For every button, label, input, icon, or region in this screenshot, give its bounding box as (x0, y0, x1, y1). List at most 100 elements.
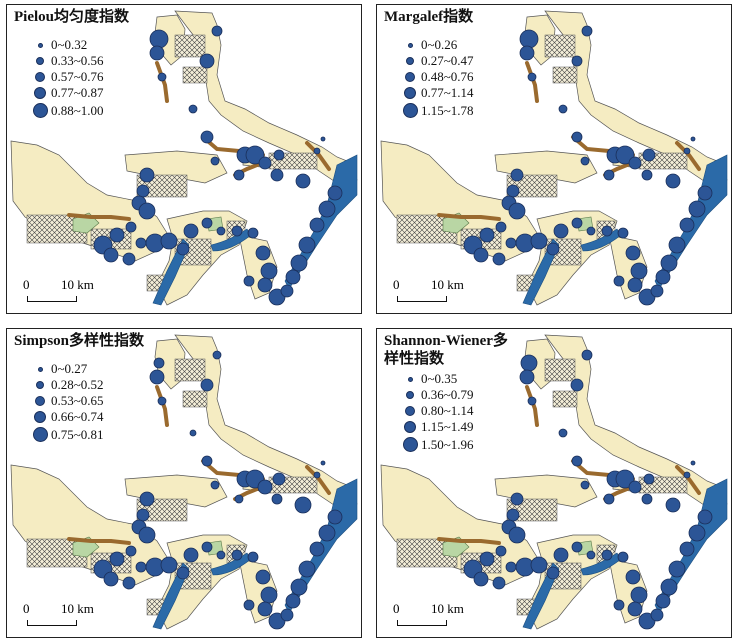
sampling-site (519, 29, 539, 49)
urban-area (552, 390, 578, 408)
sampling-site (615, 145, 635, 165)
legend-item: 0~0.35 (399, 371, 474, 387)
legend-label: 0.75~0.81 (51, 426, 104, 442)
sampling-site (201, 217, 213, 229)
sampling-site (183, 547, 199, 563)
sampling-site (558, 428, 568, 438)
legend-symbol (35, 396, 45, 406)
sampling-site (271, 493, 283, 505)
riverbank-segment (67, 537, 131, 545)
sampling-site (668, 560, 686, 578)
map-panel-shannon-wiener: Shannon-Wiener多样性指数 0~0.35 0.36~0.79 0.8… (376, 328, 732, 638)
sampling-site (255, 245, 271, 261)
sampling-site (580, 156, 590, 166)
sampling-site (505, 237, 517, 249)
sampling-site (273, 149, 285, 161)
riverbank-segment (675, 465, 701, 495)
legend-item: 1.50~1.96 (399, 435, 474, 454)
legend-symbol (36, 57, 44, 65)
sampling-site (210, 480, 220, 490)
sampling-site (643, 473, 655, 485)
sampling-site (290, 254, 308, 272)
sampling-site (320, 136, 326, 142)
sampling-site (103, 247, 119, 263)
map-panel-pielou: Pielou均匀度指数 0~0.32 0.33~0.56 0.57~0.76 0… (6, 4, 362, 314)
scale-bar: 0 10 km (21, 277, 111, 307)
legend-item: 0.88~1.00 (29, 101, 104, 120)
sampling-site (553, 223, 569, 239)
legend-item: 0.80~1.14 (399, 403, 474, 419)
sampling-site (690, 460, 696, 466)
legend-symbol (37, 366, 43, 372)
sampling-site (298, 236, 316, 254)
sampling-site (571, 455, 583, 467)
panel-title: Shannon-Wiener多样性指数 (384, 333, 508, 367)
legend-label: 0.28~0.52 (51, 377, 104, 392)
sampling-site (571, 217, 583, 229)
sampling-site (199, 53, 215, 69)
legend-symbol (405, 72, 415, 82)
legend-symbol (32, 103, 48, 118)
legend-item: 1.15~1.78 (399, 101, 474, 120)
riverbank-segment (305, 141, 331, 171)
legend: 0~0.32 0.33~0.56 0.57~0.76 0.77~0.87 0.8… (29, 37, 104, 120)
sampling-site (109, 227, 125, 243)
panel-title: Margalef指数 (384, 9, 474, 25)
sampling-site (211, 25, 223, 37)
sampling-site (135, 561, 147, 573)
sampling-site (630, 262, 648, 280)
river-channel (152, 238, 190, 306)
sampling-site (683, 147, 691, 155)
scale-bar: 0 10 km (21, 601, 111, 631)
sampling-site (519, 45, 535, 61)
sampling-site (285, 269, 301, 285)
sampling-site (243, 275, 255, 287)
sampling-site (688, 200, 706, 218)
sampling-site (233, 169, 245, 181)
sampling-site (580, 480, 590, 490)
sampling-site (313, 471, 321, 479)
urban-area (182, 390, 208, 408)
riverbank-segment (675, 141, 701, 171)
sampling-site (257, 479, 273, 495)
legend-item: 0.66~0.74 (29, 409, 104, 425)
scale-distance-label: 10 km (431, 601, 464, 616)
sampling-site (688, 524, 706, 542)
riverbank-segment (305, 465, 331, 495)
sampling-site (257, 601, 273, 617)
sampling-site (571, 131, 583, 143)
legend-label: 0.27~0.47 (421, 53, 474, 68)
map-panel-simpson: Simpson多样性指数 0~0.27 0.28~0.52 0.53~0.65 … (6, 328, 362, 638)
sampling-site (510, 492, 524, 506)
sampling-site (506, 184, 520, 198)
sampling-site (216, 550, 226, 560)
legend-symbol (35, 72, 45, 82)
riverbank-segment (155, 385, 169, 427)
legend: 0~0.35 0.36~0.79 0.80~1.14 1.15~1.49 1.5… (399, 371, 474, 454)
scale-bar-line (27, 620, 77, 626)
sampling-site (125, 221, 137, 233)
legend-item: 0.33~0.56 (29, 53, 104, 69)
sampling-site (201, 455, 213, 467)
legend-label: 1.15~1.78 (421, 102, 474, 118)
map-canvas (10, 334, 358, 630)
sampling-site (138, 526, 156, 544)
sampling-site (318, 524, 336, 542)
legend-label: 0.80~1.14 (421, 403, 474, 418)
legend-item: 0.53~0.65 (29, 393, 104, 409)
sampling-site (650, 608, 664, 622)
map-canvas (380, 334, 728, 630)
scale-bar-line (27, 296, 77, 302)
sampling-site (641, 169, 653, 181)
scale-zero-label: 0 (393, 601, 400, 616)
riverbank-segment (437, 537, 501, 545)
legend-item: 0.77~1.14 (399, 85, 474, 101)
sampling-site (257, 277, 273, 293)
legend-label: 0~0.32 (51, 37, 88, 52)
scale-bar: 0 10 km (391, 277, 481, 307)
legend-label: 0.53~0.65 (51, 393, 104, 408)
sampling-site (655, 269, 671, 285)
sampling-site (473, 571, 489, 587)
sampling-site (212, 350, 222, 360)
legend-label: 0.66~0.74 (51, 409, 104, 424)
